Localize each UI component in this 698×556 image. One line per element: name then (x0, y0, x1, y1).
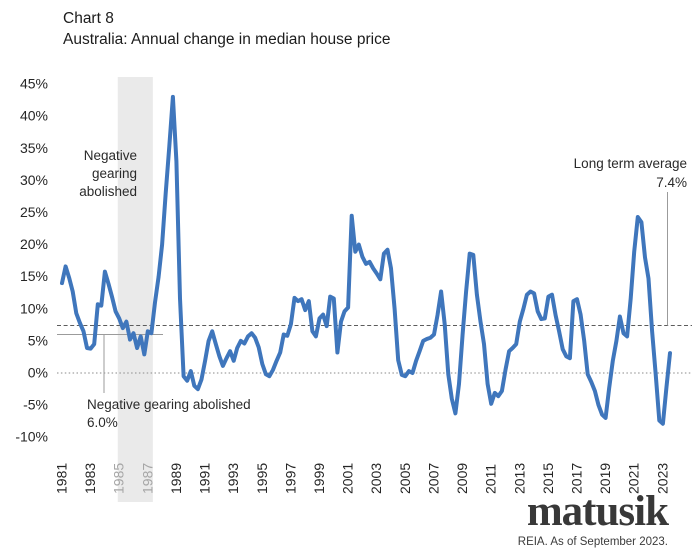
shaded-band-group (117, 77, 153, 502)
y-tick-label: 5% (28, 332, 48, 348)
x-tick-label: 2009 (454, 463, 470, 494)
x-tick-label: 1993 (225, 463, 241, 494)
y-tick-label: -5% (23, 397, 48, 413)
x-tick-label: 2005 (397, 463, 413, 494)
y-tick-label: -10% (15, 429, 48, 445)
x-tick-label: 1999 (311, 463, 327, 494)
source-note: REIA. As of September 2023. (517, 536, 668, 548)
abolition-callout-label: Negative gearing abolished (87, 397, 251, 412)
y-tick-label: 0% (28, 365, 48, 381)
negative-gearing-band-annotation: Negative gearing abolished (40, 147, 137, 201)
x-tick-label: 1987 (139, 463, 155, 494)
brand-logo: matusik (526, 488, 669, 535)
shaded-band (117, 77, 153, 502)
x-tick-label: 1983 (82, 463, 98, 494)
band-annotation-line3: abolished (79, 184, 137, 199)
x-tick-label: 2019 (597, 463, 613, 494)
long-term-average-annotation: Long term average 7.4% (574, 154, 687, 192)
x-axis-labels: 1981 1983 1985 1987 1989 1991 1993 1995 1997 1999… (54, 463, 671, 494)
chart-number-label: Chart 8 (63, 10, 114, 27)
abolition-callout-value: 6.0% (87, 415, 118, 430)
x-tick-label: 1991 (197, 463, 213, 494)
x-tick-label: 1981 (54, 463, 70, 494)
x-tick-label: 2021 (626, 463, 642, 494)
y-axis-labels: 45% 40% 35% 30% 25% 20% 15% 10% 5% 0% -5% -10% (15, 76, 48, 445)
band-annotation-line2: gearing (91, 166, 137, 181)
y-tick-label: 10% (20, 300, 48, 316)
brand-block: matusik REIA. As of September 2023. (517, 488, 669, 549)
x-tick-label: 2015 (540, 463, 556, 494)
band-annotation-line1: Negative (83, 148, 137, 163)
x-tick-label: 1985 (111, 463, 127, 494)
price-line (60, 94, 672, 426)
x-tick-label: 2001 (340, 463, 356, 494)
y-tick-label: 40% (20, 108, 48, 124)
y-tick-label: 15% (20, 268, 48, 284)
page-title: Australia: Annual change in median house… (63, 31, 391, 48)
y-tick-label: 20% (20, 236, 48, 252)
gridlines-group (57, 324, 692, 374)
x-tick-label: 2017 (569, 463, 585, 494)
y-tick-label: 45% (20, 76, 48, 92)
long-term-average-value: 7.4% (656, 175, 687, 190)
long-term-average-label: Long term average (573, 156, 687, 171)
x-tick-label: 1997 (282, 463, 298, 494)
y-tick-label: 35% (20, 140, 48, 156)
x-tick-label: 2011 (483, 464, 499, 494)
abolition-callout-annotation: Negative gearing abolished 6.0% (87, 396, 251, 432)
price-line-group (60, 94, 672, 426)
x-tick-label: 2007 (425, 463, 441, 494)
x-tick-label: 2003 (368, 463, 384, 494)
x-tick-label: 1995 (254, 463, 270, 494)
x-tick-label: 2023 (654, 463, 670, 494)
y-tick-label: 25% (20, 204, 48, 220)
x-tick-label: 2013 (511, 463, 527, 494)
x-tick-label: 1989 (168, 463, 184, 494)
y-tick-label: 30% (20, 172, 48, 188)
title-block: Chart 8 Australia: Annual change in medi… (63, 8, 390, 50)
